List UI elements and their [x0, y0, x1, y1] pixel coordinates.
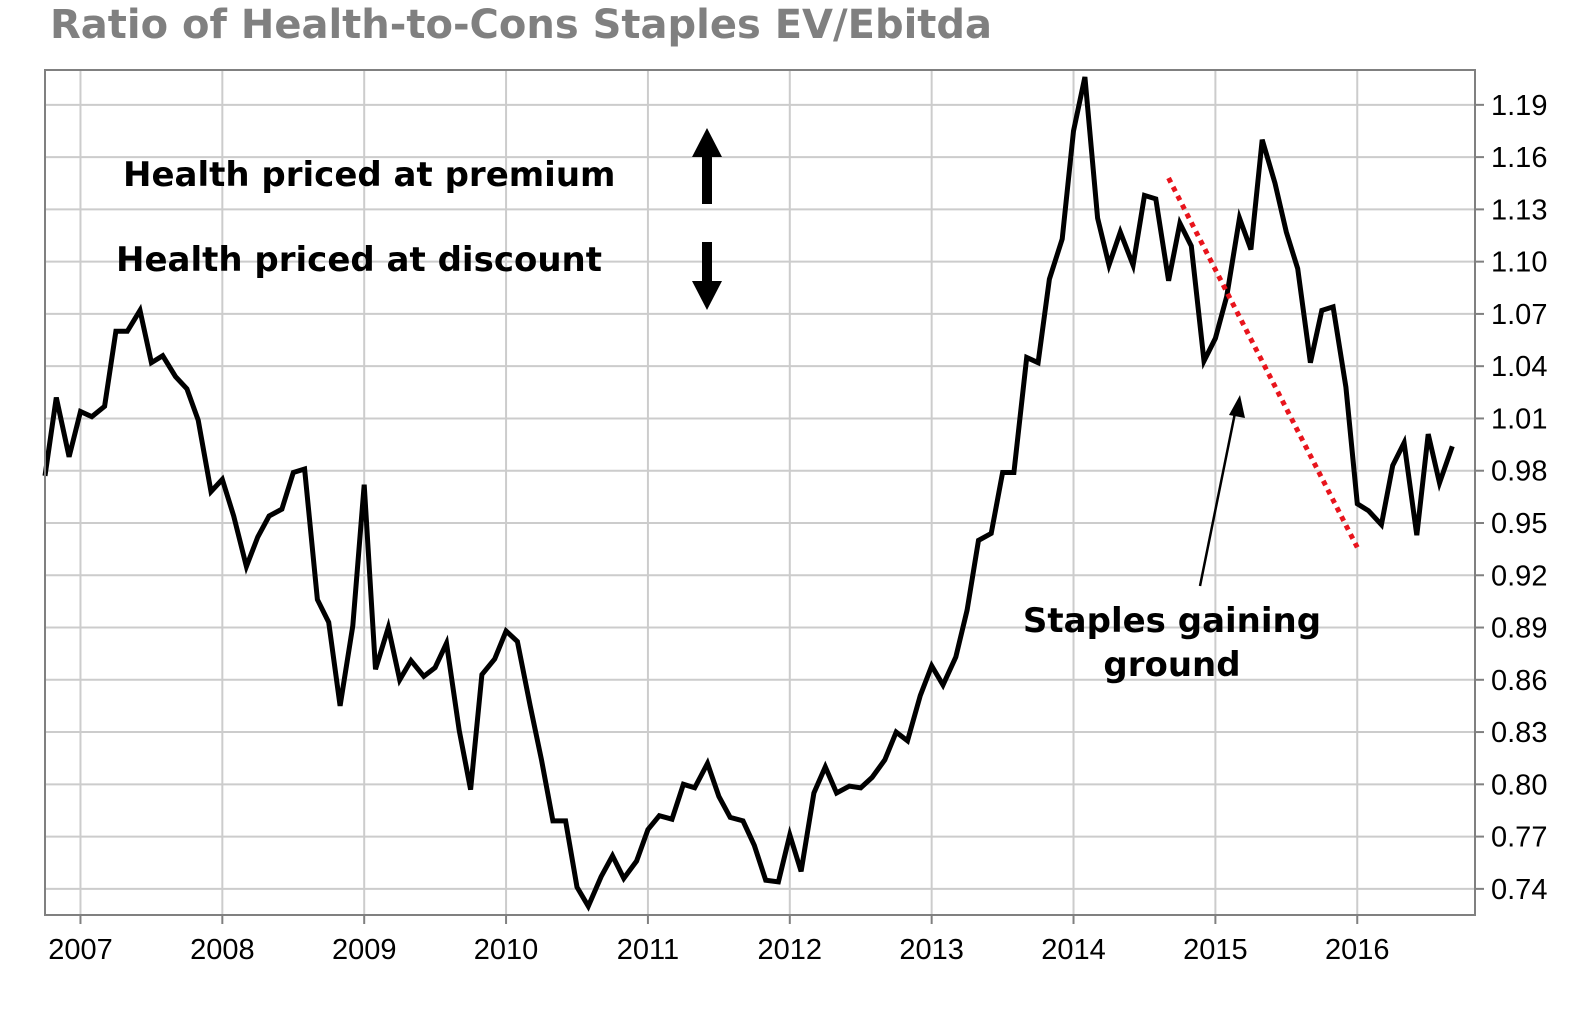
x-tick-label: 2016 — [1325, 934, 1390, 966]
x-tick-label: 2015 — [1183, 934, 1248, 966]
y-tick-label: 0.77 — [1491, 822, 1547, 854]
staples-annotation-line2: ground — [1103, 645, 1240, 685]
y-tick-label: 0.86 — [1491, 665, 1547, 697]
x-axis: 2007 2008 2009 2010 2011 2012 2013 2014 2015 2016 — [48, 915, 1390, 966]
x-tick-label: 2007 — [48, 934, 113, 966]
x-tick-label: 2010 — [474, 934, 539, 966]
x-tick-label: 2011 — [617, 934, 679, 966]
grid — [45, 70, 1475, 915]
x-tick-label: 2008 — [190, 934, 255, 966]
y-tick-label: 0.80 — [1491, 769, 1547, 801]
pointer-arrow-icon — [1198, 395, 1245, 587]
y-axis: 0.74 0.77 0.80 0.83 0.86 0.89 0.92 0.95 0.98 1.01… — [1475, 90, 1547, 906]
chart-title: Ratio of Health-to-Cons Staples EV/Ebitd… — [50, 2, 993, 48]
down-arrow-icon — [692, 242, 722, 310]
y-tick-label: 1.16 — [1491, 142, 1547, 174]
y-tick-label: 0.98 — [1491, 456, 1547, 488]
plot-frame — [44, 69, 1476, 916]
premium-annotation: Health priced at premium — [123, 155, 615, 195]
y-tick-label: 1.13 — [1491, 194, 1547, 226]
y-tick-label: 1.01 — [1491, 403, 1547, 435]
annotations: Health priced at premium Health priced a… — [116, 128, 1321, 685]
x-tick-label: 2009 — [332, 934, 397, 966]
x-tick-label: 2014 — [1041, 934, 1106, 966]
discount-annotation: Health priced at discount — [116, 240, 602, 280]
up-arrow-icon — [692, 128, 722, 204]
y-tick-label: 0.95 — [1491, 508, 1547, 540]
y-tick-label: 1.07 — [1491, 299, 1547, 331]
x-tick-label: 2012 — [758, 934, 823, 966]
y-tick-label: 0.92 — [1491, 560, 1547, 592]
series-line — [42, 76, 1455, 912]
x-tick-label: 2013 — [899, 934, 964, 966]
y-tick-label: 0.83 — [1491, 717, 1547, 749]
trend-line — [1166, 176, 1360, 549]
y-tick-label: 1.19 — [1491, 90, 1547, 122]
y-tick-label: 0.89 — [1491, 613, 1547, 645]
series-layer — [42, 76, 1455, 912]
y-tick-label: 1.10 — [1491, 247, 1547, 279]
staples-annotation-line1: Staples gaining — [1023, 601, 1321, 641]
y-tick-label: 1.04 — [1491, 351, 1547, 383]
y-tick-label: 0.74 — [1491, 874, 1547, 906]
